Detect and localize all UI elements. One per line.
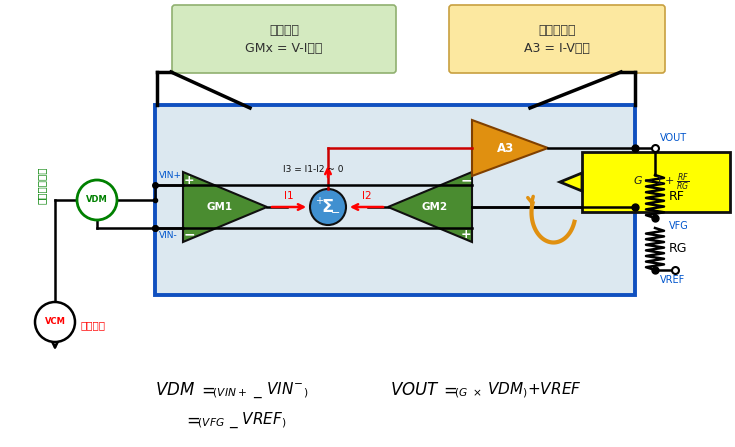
Circle shape xyxy=(35,302,75,342)
Text: I3 = I1-I2 ~ 0: I3 = I1-I2 ~ 0 xyxy=(283,165,343,174)
Text: $=$: $=$ xyxy=(440,381,457,399)
Text: VDM: VDM xyxy=(86,195,108,204)
Text: GM1: GM1 xyxy=(207,202,233,212)
Text: +: + xyxy=(184,173,194,186)
Text: $\mathit{VOUT}$: $\mathit{VOUT}$ xyxy=(390,381,440,399)
Text: −: − xyxy=(183,227,195,241)
Text: A3: A3 xyxy=(498,142,514,155)
Text: VREF: VREF xyxy=(660,275,685,285)
Text: VCM: VCM xyxy=(45,317,65,326)
Text: 跨阻抗级：
A3 = I-V转换: 跨阻抗级： A3 = I-V转换 xyxy=(524,24,590,55)
Text: 跨导级：
GMx = V-I转换: 跨导级： GMx = V-I转换 xyxy=(245,24,323,55)
Text: −: − xyxy=(331,208,341,218)
Text: 差分输入电压: 差分输入电压 xyxy=(37,166,47,204)
Polygon shape xyxy=(560,173,582,191)
Text: 共模电压: 共模电压 xyxy=(81,320,106,330)
FancyBboxPatch shape xyxy=(582,152,730,212)
Text: $G = 1 + \frac{RF}{RG}$: $G = 1 + \frac{RF}{RG}$ xyxy=(633,171,689,193)
Text: RG: RG xyxy=(669,243,687,256)
Text: $=$: $=$ xyxy=(198,381,215,399)
Text: I1: I1 xyxy=(284,191,293,201)
FancyBboxPatch shape xyxy=(172,5,396,73)
Text: +: + xyxy=(461,228,471,240)
Text: $_{(}$$\mathit{_{VIN+}}$$\mathit{\ \_\ VIN^{-}}$$_{)}$: $_{(}$$\mathit{_{VIN+}}$$\mathit{\ \_\ V… xyxy=(212,380,309,400)
Text: VFG: VFG xyxy=(669,221,689,231)
Polygon shape xyxy=(472,120,548,176)
Text: VOUT: VOUT xyxy=(660,133,687,143)
Text: VIN-: VIN- xyxy=(159,231,178,240)
Polygon shape xyxy=(183,172,267,242)
Text: +: + xyxy=(315,196,323,206)
Text: $\mathit{VDM}$: $\mathit{VDM}$ xyxy=(155,381,195,399)
Text: I2: I2 xyxy=(362,191,372,201)
Text: $=$: $=$ xyxy=(183,411,201,429)
Circle shape xyxy=(310,189,346,225)
FancyBboxPatch shape xyxy=(449,5,665,73)
FancyBboxPatch shape xyxy=(155,105,635,295)
Polygon shape xyxy=(388,172,472,242)
Text: $_{(}$$\mathit{_{VFG}\ \_\ VREF}$$_{)}$: $_{(}$$\mathit{_{VFG}\ \_\ VREF}$$_{)}$ xyxy=(197,410,287,430)
Circle shape xyxy=(77,180,117,220)
Text: −: − xyxy=(460,173,472,187)
Text: RF: RF xyxy=(669,190,685,202)
Text: Σ: Σ xyxy=(322,198,334,216)
Text: GM2: GM2 xyxy=(422,202,448,212)
Text: $_{(}$$\mathit{_{G}\ _{\times}\ VDM}$$_{)}$$ + \mathit{VREF}$: $_{(}$$\mathit{_{G}\ _{\times}\ VDM}$$_{… xyxy=(454,380,581,400)
Text: VIN+: VIN+ xyxy=(159,171,182,180)
